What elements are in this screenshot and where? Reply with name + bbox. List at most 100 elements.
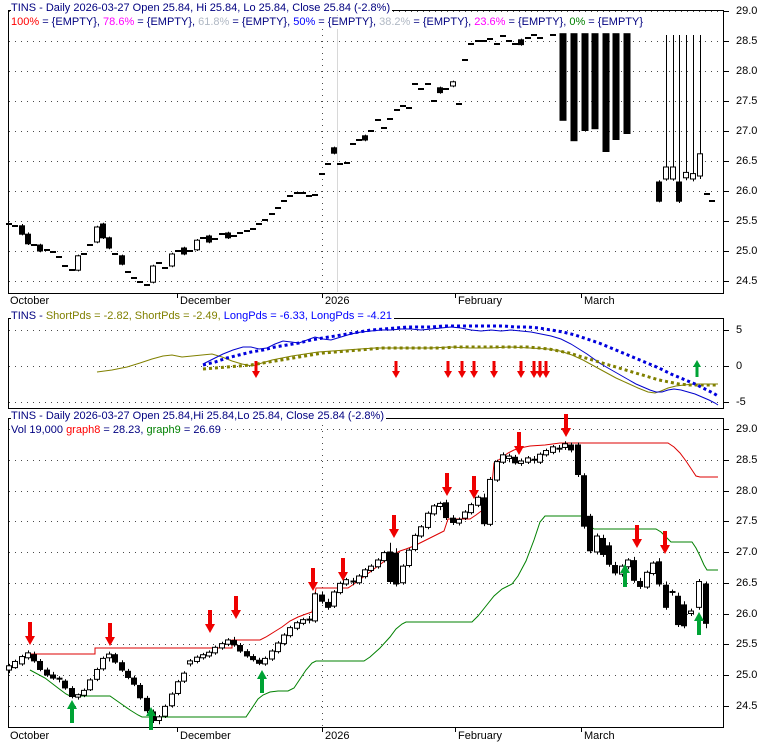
- candle-body-down: [225, 232, 231, 239]
- candle-body-up: [696, 581, 702, 608]
- y-axis-label: 26.0: [736, 608, 758, 620]
- candle-body-up: [456, 518, 462, 524]
- candle-doji: [125, 271, 131, 273]
- candle-doji: [156, 262, 162, 264]
- candle-doji: [281, 200, 287, 202]
- candle-doji: [6, 223, 12, 225]
- bottom-panel-title-segment: TINS - Daily 2026-03-27 Open 25.84,Hi 25…: [11, 410, 384, 422]
- candle-doji: [506, 40, 512, 42]
- candle-doji: [418, 88, 424, 90]
- candle-body-up: [368, 565, 374, 571]
- candle-doji: [112, 253, 118, 255]
- candle-doji: [387, 118, 393, 120]
- candle-body-up: [81, 689, 87, 696]
- y-axis-label: 26.5: [736, 577, 758, 589]
- candle-body-up: [169, 253, 175, 267]
- x-axis-label: December: [180, 295, 231, 307]
- sell-signal-arrow-icon: [231, 596, 241, 619]
- candle-doji: [44, 249, 50, 251]
- candle-doji: [456, 103, 462, 105]
- candle-doji: [500, 35, 506, 37]
- candle-doji: [219, 233, 225, 235]
- candle-body-down: [568, 444, 574, 451]
- candle-body: [350, 580, 357, 583]
- x-axis-label: February: [458, 295, 503, 307]
- candle-body-down: [518, 39, 524, 46]
- candle-body-up: [106, 653, 112, 659]
- candle-body-down: [106, 237, 112, 249]
- candle-body-down: [25, 233, 31, 245]
- sell-signal-arrow-icon: [338, 558, 348, 581]
- y-axis-label: 28.0: [736, 65, 758, 77]
- candle-body: [56, 677, 63, 680]
- buy-signal-arrow-icon: [257, 670, 267, 693]
- candle-body-up: [169, 693, 175, 707]
- candle-body-up: [494, 461, 500, 481]
- candle-doji: [269, 213, 275, 215]
- candle-body-up: [181, 672, 187, 682]
- candle-doji: [394, 109, 400, 111]
- price-panel-signals-plot-area[interactable]: [8, 418, 723, 727]
- candle-doji: [368, 130, 374, 132]
- sell-signal-arrow-icon: [517, 361, 525, 378]
- candle-body-down: [319, 594, 325, 602]
- candle-doji: [244, 230, 250, 232]
- y-axis-label: 24.5: [736, 700, 758, 712]
- y-axis-label: 29.0: [736, 423, 758, 435]
- candle-doji: [12, 225, 18, 227]
- x-axis-label: October: [10, 295, 50, 307]
- candle-doji: [300, 192, 306, 194]
- y-axis-label: 28.0: [736, 485, 758, 497]
- candle-doji: [350, 143, 356, 145]
- candle-doji: [525, 37, 531, 39]
- candle-body-down: [256, 659, 262, 664]
- candle-doji: [294, 192, 300, 194]
- candle-body-down: [581, 475, 587, 527]
- candle-body-down: [131, 677, 137, 685]
- candle-body-down: [112, 654, 118, 663]
- top-panel-fib-legend-segment: 38.2%: [379, 16, 411, 28]
- oscillator-panel-plot-area[interactable]: [8, 318, 723, 408]
- LongPds-dotted: [202, 324, 719, 398]
- candle-body-down: [612, 565, 618, 574]
- candle-doji: [487, 38, 493, 40]
- candle-body-up: [156, 716, 162, 722]
- candle-body-up: [100, 657, 106, 670]
- candle-body-up: [343, 579, 349, 585]
- buy-signal-arrow-icon: [146, 707, 156, 730]
- candle-body-up: [312, 593, 318, 622]
- candle-body-down: [119, 662, 125, 671]
- candle-body-up: [12, 660, 18, 669]
- wide-price-bar: [602, 33, 610, 153]
- candle-doji: [431, 100, 437, 102]
- candle-body-down: [244, 651, 250, 657]
- candle-body-down: [62, 680, 68, 689]
- candle-body-down: [119, 255, 125, 265]
- y-axis-label: 27.5: [736, 95, 758, 107]
- candle-body-down: [100, 223, 106, 239]
- sell-signal-arrow-icon: [205, 610, 215, 633]
- candle-body-up: [550, 446, 556, 453]
- candle-body-up: [537, 453, 543, 463]
- candle-body-up: [281, 634, 287, 645]
- candle-doji: [131, 277, 137, 279]
- candle-doji: [406, 107, 412, 109]
- candle-body-down: [181, 247, 187, 255]
- buy-signal-arrow-icon: [67, 700, 77, 723]
- sell-signal-arrow-icon: [389, 515, 399, 538]
- candle-body-up: [431, 505, 437, 515]
- candle-body-up: [663, 166, 669, 180]
- candle-body-down: [703, 583, 709, 624]
- sell-signal-arrow-icon: [105, 623, 115, 646]
- x-axis-label: 2026: [325, 730, 350, 742]
- price-panel-fibonacci-plot-area[interactable]: [8, 10, 723, 293]
- candle-doji: [69, 269, 75, 271]
- y-axis-label: 26.0: [736, 185, 758, 197]
- y-axis-label: 25.5: [736, 215, 758, 227]
- candle-doji: [200, 237, 206, 239]
- candle-body-up: [337, 582, 343, 594]
- candle-doji: [231, 235, 237, 237]
- candle-doji: [137, 281, 143, 283]
- candle-doji: [187, 250, 193, 252]
- candle-doji: [512, 43, 518, 45]
